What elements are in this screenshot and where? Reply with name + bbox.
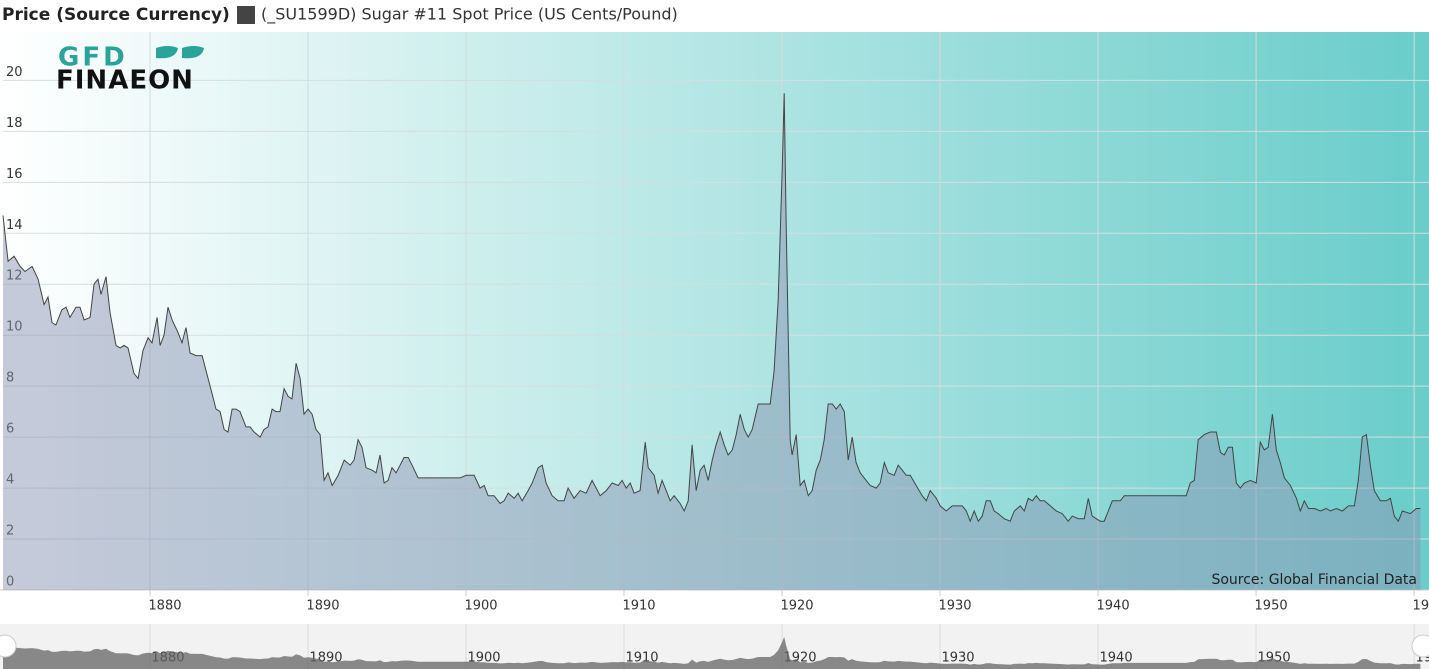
x-tick-label: 1880 [148,599,181,614]
x-tick-label: 1910 [622,599,655,614]
navigator-handle[interactable] [0,634,17,658]
x-tick-label: 1960 [1413,599,1429,614]
x-tick-label: 1920 [780,599,813,614]
x-tick-label: 1890 [306,599,339,614]
navigator-tick-label: 1930 [941,651,974,666]
x-tick-label: 1900 [464,599,497,614]
navigator: 188018901900191019201930194019501960 [3,624,1429,669]
legend-label[interactable]: (_SU1599D) Sugar #11 Spot Price (US Cent… [261,5,678,25]
y-tick-label: 20 [6,65,23,80]
logo: GFD FINAEON [56,43,204,96]
y-tick-label: 16 [6,167,23,182]
x-tick-label: 1950 [1255,599,1288,614]
y-tick-label: 18 [6,116,23,131]
navigator-area [3,636,1421,669]
legend-swatch [237,6,255,24]
source-note: Source: Global Financial Data [1211,572,1417,588]
navigator-tick-label: 1940 [1100,651,1133,666]
y-tick-label: 14 [6,218,23,233]
logo-top: GFD [58,43,128,73]
x-tick-label: 1940 [1097,599,1130,614]
navigator-tick-label: 1900 [467,651,500,666]
logo-leaves [156,46,204,59]
series [2,93,1421,590]
chart-title: Price (Source Currency) [2,5,230,25]
navigator-handle[interactable] [1411,634,1429,658]
logo-bottom: FINAEON [56,66,194,96]
x-tick-label: 1930 [938,599,971,614]
series-area [3,93,1421,590]
series-line [2,93,1421,523]
